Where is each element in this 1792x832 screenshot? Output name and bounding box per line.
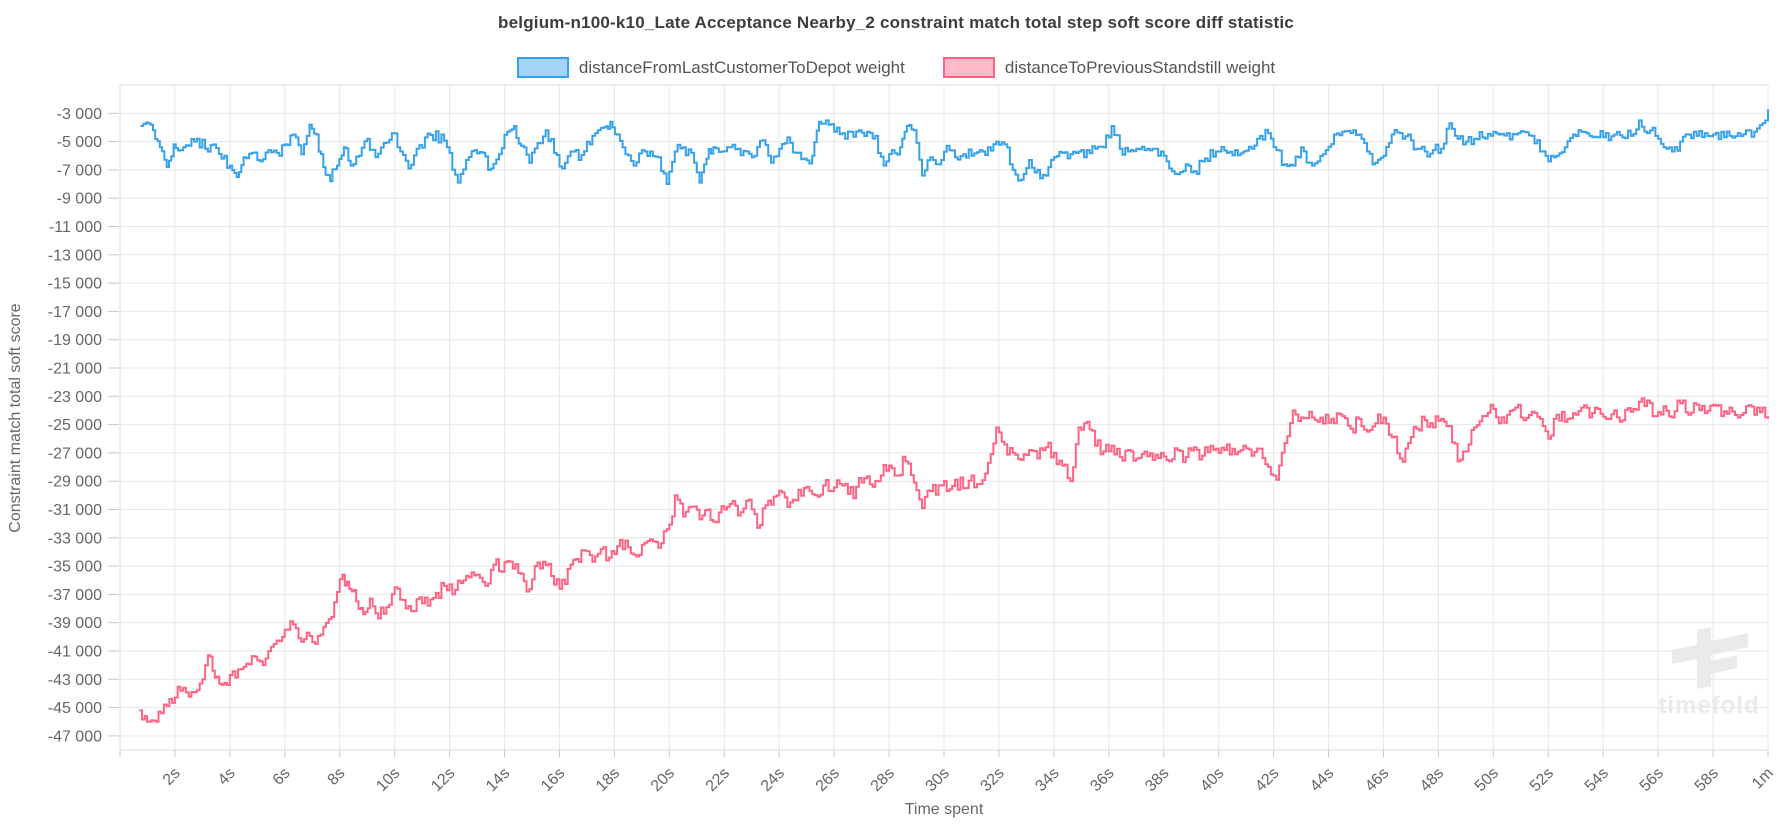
series-line-1 <box>139 397 1769 723</box>
y-tick-label: -35 000 <box>48 559 102 576</box>
legend-label: distanceToPreviousStandstill weight <box>1004 57 1276 77</box>
legend-swatch-blue <box>516 57 569 78</box>
x-tick-label: 50s <box>1472 765 1502 795</box>
y-tick-label: -11 000 <box>49 219 102 236</box>
y-tick-label: -5 000 <box>57 134 102 151</box>
timefold-watermark: timefold <box>1658 627 1759 719</box>
y-tick-label: -15 000 <box>48 276 102 293</box>
x-tick-label: 20s <box>648 765 678 795</box>
x-tick-label: 16s <box>538 765 568 795</box>
x-tick-label: 6s <box>270 765 294 789</box>
y-tick-label: -33 000 <box>48 530 102 547</box>
timefold-logo-icon <box>1672 627 1748 689</box>
x-tick-label: 14s <box>483 765 513 795</box>
y-tick-label: -41 000 <box>48 644 102 661</box>
x-tick-label: 1m <box>1749 765 1777 793</box>
y-tick-label: -25 000 <box>48 417 102 434</box>
x-tick-label: 2s <box>160 765 184 789</box>
x-tick-label: 18s <box>593 765 623 795</box>
x-tick-label: 30s <box>923 765 953 795</box>
x-tick-label: 52s <box>1527 765 1557 795</box>
x-tick-label: 56s <box>1637 765 1667 795</box>
x-tick-label: 22s <box>703 765 733 795</box>
legend-swatch-pink <box>942 57 995 78</box>
y-tick-label: -37 000 <box>48 587 102 604</box>
x-tick-label: 32s <box>977 765 1007 795</box>
y-tick-label: -13 000 <box>48 247 102 264</box>
chart-title: belgium-n100-k10_Late Acceptance Nearby_… <box>498 13 1294 32</box>
chart-grid <box>108 84 1769 757</box>
y-tick-label: -19 000 <box>48 332 102 349</box>
legend-item-distance-from-last-customer-to-depot[interactable]: distanceFromLastCustomerToDepot weight <box>516 57 905 78</box>
x-tick-label: 40s <box>1197 765 1227 795</box>
x-tick-label: 38s <box>1142 765 1172 795</box>
y-tick-label: -31 000 <box>48 502 102 519</box>
y-tick-label: -23 000 <box>48 389 102 406</box>
y-tick-label: -27 000 <box>48 445 102 462</box>
y-axis-title: Constraint match total soft score <box>7 303 24 533</box>
y-tick-label: -3 000 <box>57 106 102 123</box>
x-tick-label: 54s <box>1582 765 1612 795</box>
x-tick-label: 26s <box>813 765 843 795</box>
x-tick-label: 8s <box>325 765 349 789</box>
x-tick-label: 28s <box>868 765 898 795</box>
y-tick-label: -45 000 <box>48 700 102 717</box>
x-tick-label: 24s <box>758 765 788 795</box>
x-tick-label: 58s <box>1692 765 1722 795</box>
x-tick-label: 42s <box>1252 765 1282 795</box>
y-tick-label: -9 000 <box>57 191 102 208</box>
x-tick-label: 46s <box>1362 765 1392 795</box>
x-tick-label: 48s <box>1417 765 1447 795</box>
x-tick-label: 4s <box>215 765 239 789</box>
x-tick-label: 36s <box>1087 765 1117 795</box>
y-tick-label: -43 000 <box>48 672 102 689</box>
y-tick-label: -39 000 <box>48 615 102 632</box>
x-tick-label: 12s <box>428 765 458 795</box>
legend-item-distance-to-previous-standstill[interactable]: distanceToPreviousStandstill weight <box>942 57 1276 78</box>
series-line-0 <box>140 109 1769 185</box>
x-tick-label: 44s <box>1307 765 1337 795</box>
y-tick-label: -21 000 <box>48 361 102 378</box>
axis-tick-labels: -3 000 -5 000 -7 000 -9 000 -11 000 -13 000 -1… <box>48 106 1777 795</box>
y-tick-label: -17 000 <box>48 304 102 321</box>
y-tick-label: -47 000 <box>48 728 102 745</box>
x-axis-title: Time spent <box>905 801 984 818</box>
y-tick-label: -7 000 <box>57 162 102 179</box>
y-tick-label: -29 000 <box>48 474 102 491</box>
x-tick-label: 34s <box>1032 765 1062 795</box>
x-tick-label: 10s <box>373 765 403 795</box>
legend-label: distanceFromLastCustomerToDepot weight <box>578 57 905 77</box>
timefold-watermark-text: timefold <box>1658 692 1759 719</box>
chart-series <box>139 109 1769 723</box>
legend: distanceFromLastCustomerToDepot weight d… <box>0 57 1792 78</box>
